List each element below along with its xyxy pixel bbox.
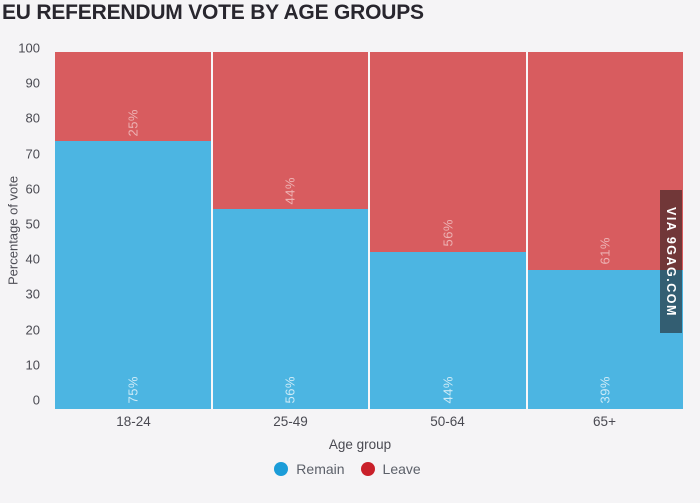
remain-value-label: 56% xyxy=(282,376,298,404)
leave-segment: 25% xyxy=(55,52,211,142)
legend-label-remain: Remain xyxy=(296,461,345,477)
bar-column-65plus: 61% 39% xyxy=(525,52,683,409)
legend-item-leave[interactable]: Leave xyxy=(360,461,421,477)
leave-segment: 56% xyxy=(370,52,526,252)
remain-value-label: 75% xyxy=(125,376,141,404)
y-axis-ticks: 100 90 80 70 60 50 40 30 20 10 0 xyxy=(0,41,46,408)
x-axis-title: Age group xyxy=(328,437,392,452)
y-tick: 40 xyxy=(25,251,40,267)
y-tick: 20 xyxy=(25,322,40,338)
x-tick: 50-64 xyxy=(430,414,465,429)
leave-segment: 44% xyxy=(212,52,368,210)
plot-area: 25% 75% 44% 56% 56% 44% 61% xyxy=(55,52,683,409)
x-axis-ticks: 18-24 25-49 50-64 65+ xyxy=(55,414,683,430)
leave-value-label: 61% xyxy=(597,237,613,265)
remain-segment: 39% xyxy=(527,269,683,409)
bar-column-25-49: 44% 56% xyxy=(210,52,368,409)
y-tick: 0 xyxy=(32,392,40,408)
legend-label-leave: Leave xyxy=(382,461,421,477)
legend-item-remain[interactable]: Remain xyxy=(274,461,345,477)
x-tick: 25-49 xyxy=(273,414,308,429)
y-tick: 10 xyxy=(25,357,40,373)
y-tick: 80 xyxy=(25,110,40,126)
y-tick: 90 xyxy=(25,75,40,91)
bar-column-50-64: 56% 44% xyxy=(368,52,526,409)
remain-segment: 44% xyxy=(370,251,526,409)
remain-value-label: 39% xyxy=(597,376,613,404)
9gag-watermark: VIA 9GAG.COM xyxy=(660,190,682,333)
y-tick: 30 xyxy=(25,286,40,302)
y-tick: 50 xyxy=(25,216,40,232)
chart-title: EU REFERENDUM VOTE BY AGE GROUPS xyxy=(2,1,424,24)
y-tick: 70 xyxy=(25,146,40,162)
leave-value-label: 56% xyxy=(440,219,456,247)
remain-segment: 56% xyxy=(212,209,368,409)
remain-segment: 75% xyxy=(55,141,211,409)
leave-value-label: 44% xyxy=(282,176,298,205)
remain-value-label: 44% xyxy=(440,376,456,404)
leave-segment: 61% xyxy=(527,52,683,270)
bar-column-18-24: 25% 75% xyxy=(55,52,211,409)
y-tick: 100 xyxy=(18,40,40,56)
x-tick: 18-24 xyxy=(116,414,151,429)
leave-legend-dot-icon xyxy=(360,462,375,476)
chart-legend: Remain Leave xyxy=(0,461,695,477)
remain-legend-dot-icon xyxy=(274,462,289,476)
x-tick: 65+ xyxy=(593,414,616,429)
y-tick: 60 xyxy=(25,181,40,197)
leave-value-label: 25% xyxy=(125,108,141,137)
